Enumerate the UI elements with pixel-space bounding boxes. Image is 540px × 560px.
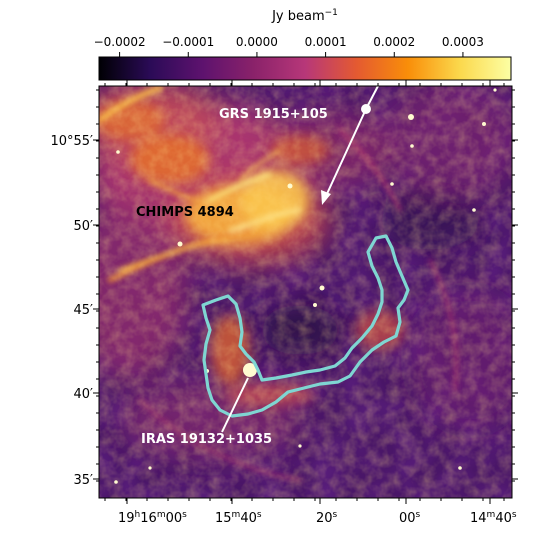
image-panel: GRS 1915+105 CHIMPS 4894 IRAS 19132+1035 — [99, 86, 512, 498]
ra-tick-label: 20s — [316, 510, 338, 526]
colorbar-tick-label: 0.0000 — [236, 35, 278, 49]
image-texture-bright — [99, 86, 512, 498]
ra-tick-label: 14m40s — [470, 510, 517, 526]
colorbar-bar — [98, 56, 512, 81]
ra-axis-labels: 19h16m00s 15m40s 20s 00s 14m40s — [118, 510, 517, 526]
contour-region — [201, 234, 410, 418]
dec-tick-label: 50′ — [74, 219, 94, 234]
ra-tick-label: 00s — [399, 510, 421, 526]
colorbar: Jy beam−1 −0.0002 −0.0001 0.0000 0.0001 0.00… — [94, 8, 512, 81]
grs-arrow — [321, 86, 379, 205]
dec-tick-label: 35′ — [74, 473, 94, 488]
colorbar-tick-label: −0.0001 — [162, 35, 214, 49]
iras-label: IRAS 19132+1035 — [141, 432, 272, 447]
chimps-label: CHIMPS 4894 — [136, 205, 234, 220]
colorbar-unit-exponent: −1 — [325, 8, 338, 18]
colorbar-unit-label: Jy beam−1 — [271, 8, 338, 24]
dec-axis-labels: 10°55′ 50′ 45′ 40′ 35′ — [50, 134, 93, 488]
colorbar-ticks: −0.0002 −0.0001 0.0000 0.0001 0.0002 0.0003 — [94, 35, 484, 57]
ra-tick-label: 19h16m00s — [118, 510, 187, 526]
colorbar-tick-label: 0.0001 — [305, 35, 347, 49]
ra-tick-label: 15m40s — [215, 510, 262, 526]
axis-ticks — [93, 80, 518, 504]
point-sources — [114, 88, 497, 484]
dec-tick-label: 40′ — [74, 387, 94, 402]
dec-tick-label: 10°55′ — [50, 134, 93, 149]
colorbar-tick-label: −0.0002 — [94, 35, 146, 49]
dec-tick-label: 45′ — [74, 303, 94, 318]
grs-label: GRS 1915+105 — [219, 107, 328, 122]
image-frame — [98, 85, 513, 499]
colorbar-tick-label: 0.0002 — [373, 35, 415, 49]
iras-pointer-line — [221, 377, 249, 433]
colorbar-tick-label: 0.0003 — [442, 35, 484, 49]
